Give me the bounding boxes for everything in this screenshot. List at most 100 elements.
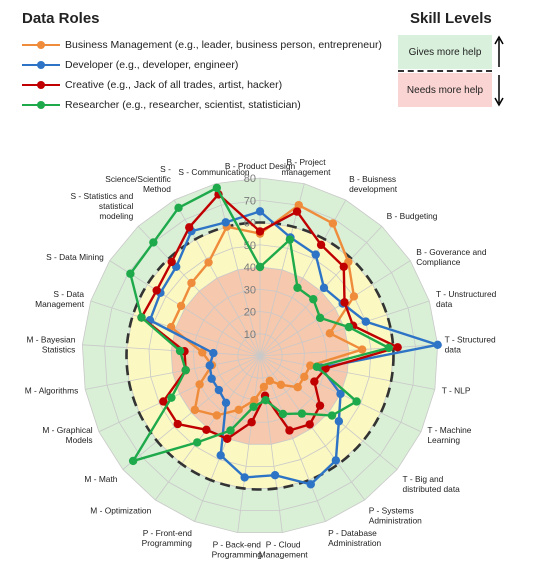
spoke-line [82, 344, 261, 357]
data-point [202, 425, 211, 435]
data-point [352, 397, 361, 406]
data-point [340, 298, 349, 307]
r-tick-label: 10 [244, 329, 256, 341]
data-point [331, 456, 341, 465]
data-point [255, 262, 265, 272]
spoke-line [259, 355, 398, 470]
data-point [173, 419, 182, 429]
legend-item: Developer (e.g., developer, engineer) [22, 55, 392, 75]
spoke-line [259, 300, 430, 357]
axis-label: S - Data Management [35, 289, 85, 309]
data-point [159, 397, 168, 406]
legend-rows: Business Management (e.g., leader, busin… [22, 35, 392, 115]
data-point [312, 362, 322, 372]
axis-label: T - Machine Learning [427, 425, 471, 445]
arrow-up-icon [494, 35, 504, 67]
legend-label: Business Management (e.g., leader, busin… [65, 39, 382, 51]
data-point [306, 480, 315, 489]
data-point [306, 361, 315, 370]
data-point [276, 380, 286, 390]
r-tick-label: 40 [244, 262, 256, 274]
data-point [240, 473, 249, 482]
r-tick-label: 70 [244, 195, 256, 207]
data-point [285, 235, 295, 244]
data-point [205, 361, 214, 370]
legend-label: Developer (e.g., developer, engineer) [65, 59, 239, 71]
data-point [198, 348, 207, 357]
data-point [305, 420, 314, 429]
data-point [292, 207, 302, 216]
threshold-dashed-ring [125, 221, 395, 491]
data-point [185, 223, 194, 232]
axis-label: P - Database Administration [328, 528, 381, 548]
data-point [174, 203, 183, 213]
data-point [212, 411, 222, 420]
data-point [361, 317, 371, 326]
data-point [433, 340, 442, 350]
data-point [328, 219, 338, 228]
data-point [255, 227, 265, 236]
axis-label: S -Science/Scientific Method [105, 164, 171, 194]
data-point [167, 393, 176, 402]
data-point [349, 292, 359, 301]
spoke-line [109, 260, 261, 357]
data-point [216, 451, 225, 460]
r-tick-label: 30 [244, 284, 256, 296]
axis-label: T - Big and distributed data [403, 474, 461, 494]
legend-title: Data Roles [22, 10, 100, 27]
legend: Data Roles Business Management (e.g., le… [22, 8, 392, 115]
data-point [152, 286, 161, 295]
axis-label: P - Cloud Management [259, 540, 309, 560]
skill-levels-title: Skill Levels [410, 10, 492, 27]
gives-more-help-band: Gives more help [398, 35, 492, 69]
legend-item: Creative (e.g., Jack of all trades, arti… [22, 75, 392, 95]
data-point [128, 456, 138, 466]
data-point [234, 405, 243, 414]
data-point [339, 262, 348, 271]
axis-label: M - Bayesian Statistics [26, 334, 75, 354]
data-point [357, 345, 367, 354]
data-point [278, 409, 288, 419]
data-point [247, 418, 256, 427]
axis-label: M - Graphical Models [42, 425, 92, 445]
data-point [259, 382, 269, 392]
needs-more-help-band: Needs more help [398, 73, 492, 107]
series-line [129, 186, 393, 463]
data-point [223, 434, 232, 443]
axis-label: B - Buisness development [349, 174, 398, 194]
spoke-line [98, 355, 261, 433]
data-point [226, 426, 235, 435]
data-point [250, 395, 259, 405]
data-point [393, 343, 402, 352]
axis-label: P - Front-end Programming [142, 528, 193, 548]
axis-label: S - Statistics and statistical modeling [71, 191, 134, 221]
data-point [316, 240, 326, 250]
spoke-line [259, 260, 411, 357]
data-point [315, 401, 325, 410]
data-point [309, 295, 318, 304]
data-point [293, 283, 302, 292]
legend-label: Creative (e.g., Jack of all trades, arti… [65, 79, 283, 91]
axis-label: B - Product Design [225, 161, 296, 171]
data-point [175, 346, 185, 356]
data-point [255, 207, 265, 216]
spoke-line [259, 355, 365, 501]
grid-ring [81, 177, 439, 533]
data-point [300, 372, 309, 382]
grid-ring [192, 288, 328, 423]
legend-marker-icon [22, 99, 60, 111]
data-point [212, 183, 222, 193]
data-point [195, 380, 204, 389]
data-point [149, 238, 158, 247]
axis-label: P - Systems Administration [369, 506, 422, 526]
data-point [311, 250, 320, 259]
skill-levels-panel: Skill Levels Gives more help Needs more … [398, 8, 518, 107]
data-point [327, 411, 337, 420]
data-point [325, 329, 335, 338]
axis-label: B - Goverance and Compliance [416, 247, 487, 267]
legend-item: Researcher (e.g., researcher, scientist,… [22, 95, 392, 115]
data-point [270, 471, 280, 480]
data-point [261, 395, 270, 405]
data-point [384, 343, 393, 353]
